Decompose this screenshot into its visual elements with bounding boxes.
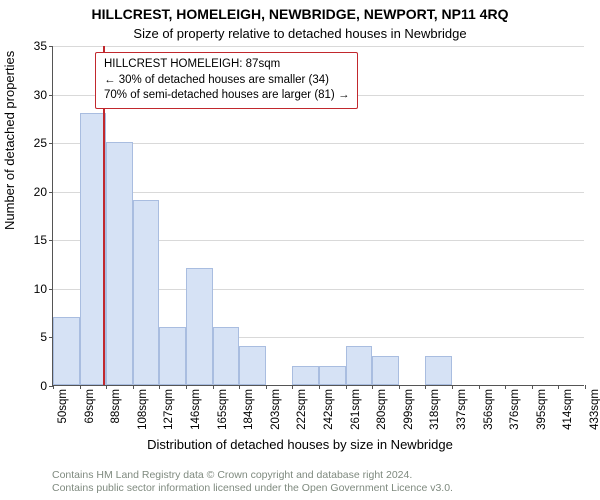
x-tick-label: 395sqm xyxy=(536,389,548,430)
y-tick-label: 10 xyxy=(34,282,53,296)
x-tick-mark xyxy=(133,385,134,389)
histogram-bar xyxy=(239,346,266,385)
x-tick-label: 414sqm xyxy=(562,389,574,430)
x-tick-mark xyxy=(585,385,586,389)
histogram-bar xyxy=(159,327,186,385)
x-tick-label: 433sqm xyxy=(589,389,600,430)
histogram-bar xyxy=(106,142,133,385)
x-tick-mark xyxy=(399,385,400,389)
x-tick-mark xyxy=(532,385,533,389)
x-tick-label: 165sqm xyxy=(217,389,229,430)
y-tick-label: 30 xyxy=(34,88,53,102)
x-tick-mark xyxy=(425,385,426,389)
x-tick-label: 318sqm xyxy=(429,389,441,430)
plot-area: 05101520253035 HILLCREST HOMELEIGH: 87sq… xyxy=(52,46,584,386)
histogram-bar xyxy=(133,200,160,385)
infobox-line3: 70% of semi-detached houses are larger (… xyxy=(104,88,349,104)
x-tick-label: 299sqm xyxy=(403,389,415,430)
footer-line1: Contains HM Land Registry data © Crown c… xyxy=(52,469,453,483)
x-tick-mark xyxy=(292,385,293,389)
x-tick-label: 88sqm xyxy=(110,389,122,424)
x-tick-mark xyxy=(266,385,267,389)
x-tick-label: 376sqm xyxy=(509,389,521,430)
histogram-bar xyxy=(292,366,319,385)
histogram-bar xyxy=(372,356,399,385)
x-tick-label: 146sqm xyxy=(190,389,202,430)
x-tick-mark xyxy=(159,385,160,389)
x-tick-label: 108sqm xyxy=(137,389,149,430)
x-tick-label: 50sqm xyxy=(57,389,69,424)
infobox-line1: HILLCREST HOMELEIGH: 87sqm xyxy=(104,57,349,73)
x-tick-mark xyxy=(80,385,81,389)
x-tick-label: 127sqm xyxy=(163,389,175,430)
x-tick-label: 242sqm xyxy=(323,389,335,430)
x-tick-mark xyxy=(479,385,480,389)
x-tick-mark xyxy=(505,385,506,389)
y-tick-label: 35 xyxy=(34,39,53,53)
x-tick-label: 222sqm xyxy=(296,389,308,430)
y-axis-label: Number of detached properties xyxy=(2,51,17,230)
infobox-line2: ← 30% of detached houses are smaller (34… xyxy=(104,73,349,89)
x-tick-label: 356sqm xyxy=(483,389,495,430)
x-tick-label: 261sqm xyxy=(350,389,362,430)
x-tick-mark xyxy=(372,385,373,389)
x-tick-label: 203sqm xyxy=(270,389,282,430)
y-tick-label: 0 xyxy=(40,379,53,393)
x-tick-mark xyxy=(452,385,453,389)
chart-title-sub: Size of property relative to detached ho… xyxy=(0,26,600,41)
x-tick-label: 337sqm xyxy=(456,389,468,430)
grid-line xyxy=(53,46,584,47)
x-tick-mark xyxy=(239,385,240,389)
x-axis-label: Distribution of detached houses by size … xyxy=(0,437,600,452)
histogram-bar xyxy=(213,327,240,385)
footer-attribution: Contains HM Land Registry data © Crown c… xyxy=(52,469,453,496)
x-tick-mark xyxy=(213,385,214,389)
x-tick-label: 280sqm xyxy=(376,389,388,430)
x-tick-mark xyxy=(319,385,320,389)
x-tick-label: 69sqm xyxy=(84,389,96,424)
footer-line2: Contains public sector information licen… xyxy=(52,482,453,496)
y-tick-label: 15 xyxy=(34,233,53,247)
histogram-bar xyxy=(346,346,373,385)
histogram-bar xyxy=(186,268,213,385)
histogram-bar xyxy=(319,366,346,385)
chart-title-main: HILLCREST, HOMELEIGH, NEWBRIDGE, NEWPORT… xyxy=(0,6,600,22)
x-tick-mark xyxy=(558,385,559,389)
y-tick-label: 20 xyxy=(34,185,53,199)
x-tick-mark xyxy=(186,385,187,389)
x-tick-mark xyxy=(53,385,54,389)
y-tick-label: 5 xyxy=(40,330,53,344)
x-tick-mark xyxy=(106,385,107,389)
x-tick-label: 184sqm xyxy=(243,389,255,430)
x-tick-mark xyxy=(346,385,347,389)
marker-infobox: HILLCREST HOMELEIGH: 87sqm ← 30% of deta… xyxy=(95,52,358,109)
chart-container: HILLCREST, HOMELEIGH, NEWBRIDGE, NEWPORT… xyxy=(0,0,600,500)
y-tick-label: 25 xyxy=(34,136,53,150)
histogram-bar xyxy=(425,356,452,385)
histogram-bar xyxy=(53,317,80,385)
